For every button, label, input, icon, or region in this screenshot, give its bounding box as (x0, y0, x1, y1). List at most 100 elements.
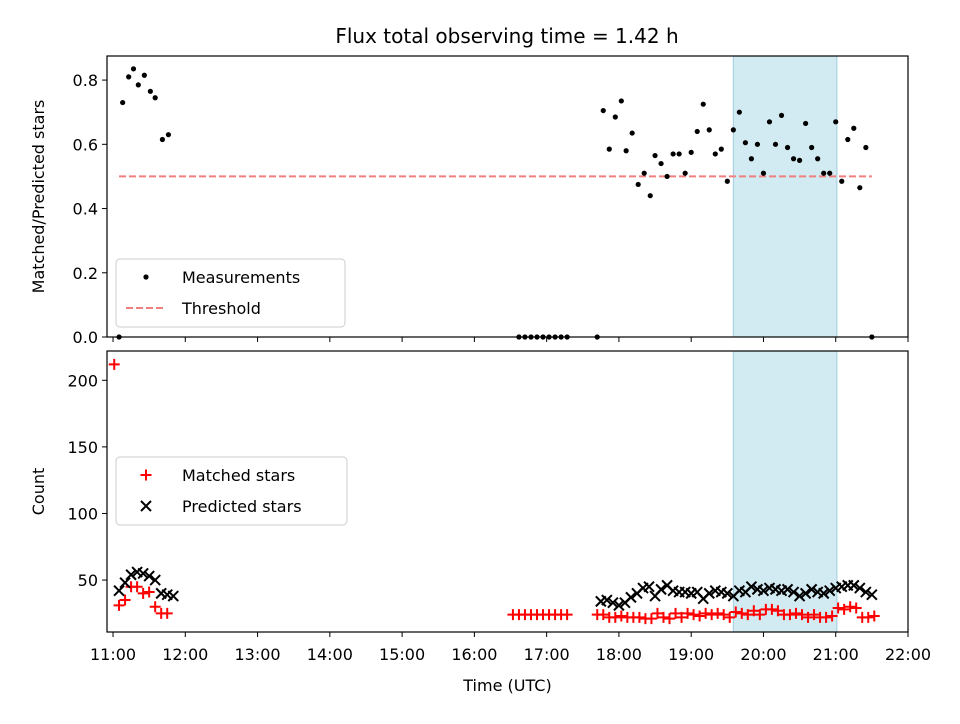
measurement-point (688, 149, 694, 155)
measurement-point (606, 146, 612, 152)
x-axis-label: Time (UTC) (462, 676, 551, 695)
legend-label: Predicted stars (182, 497, 302, 516)
y-tick-label: 0.0 (73, 328, 98, 347)
x-tick-label: 19:00 (668, 645, 714, 664)
measurement-point (796, 157, 803, 163)
matched-star-point (694, 610, 706, 622)
matched-star-point (844, 601, 856, 613)
legend-marker-matched (140, 469, 152, 481)
y-axis-label: Count (29, 468, 48, 516)
matched-star-point (131, 581, 143, 593)
matched-star-point (161, 607, 173, 619)
measurement-point (778, 112, 785, 119)
measurement-point (130, 66, 137, 72)
predicted-star-point (149, 574, 161, 586)
matched-star-point (790, 607, 802, 619)
matched-star-point (742, 609, 754, 621)
legend-marker-predicted (140, 500, 152, 512)
predicted-star-point (119, 577, 131, 589)
matched-star-point (796, 609, 808, 621)
matched-star-point (724, 611, 736, 623)
legend-label: Measurements (182, 268, 300, 287)
measurement-point (647, 193, 653, 199)
measurement-point (682, 170, 688, 176)
matched-star-point (832, 602, 844, 614)
measurement-point (839, 178, 845, 184)
measurement-point (845, 136, 851, 143)
measurement-point (815, 156, 821, 162)
measurement-point (857, 185, 863, 191)
measurement-point (126, 74, 132, 80)
measurement-point (612, 114, 618, 120)
matched-star-point (748, 605, 760, 617)
matched-star-point (820, 611, 832, 623)
predicted-star-point (793, 590, 806, 602)
legend-box (115, 258, 346, 328)
x-tick-label: 22:00 (885, 645, 931, 664)
measurement-point (712, 151, 718, 157)
matched-star-point (700, 607, 712, 619)
legend-label: Threshold (181, 299, 261, 318)
matched-star-point (862, 611, 874, 623)
y-tick-label: 0.4 (73, 200, 98, 219)
measurement-point (152, 95, 158, 101)
predicted-star-point (643, 581, 655, 593)
measurement-point (821, 170, 827, 176)
y-tick-label: 0.8 (73, 71, 98, 90)
matched-star-point (808, 609, 820, 621)
measurement-point (635, 181, 641, 188)
matched-star-point (802, 611, 814, 623)
matched-star-point (850, 602, 862, 614)
matched-star-point (688, 609, 700, 621)
legend: Measurements Threshold (115, 258, 346, 328)
measurement-point (165, 132, 172, 138)
x-tick-label: 18:00 (596, 645, 642, 664)
measurement-point (742, 140, 748, 146)
predicted-star-point (860, 586, 872, 598)
x-tick-label: 13:00 (235, 645, 281, 664)
measurement-point (760, 170, 767, 176)
measurement-point (851, 125, 857, 131)
x-tick-label: 17:00 (524, 645, 570, 664)
measurement-point (833, 119, 839, 125)
measurement-point (827, 170, 833, 176)
measurement-point (694, 128, 700, 135)
measurement-point (718, 146, 724, 152)
matched-star-point (597, 609, 609, 621)
measurement-point (863, 144, 869, 151)
matched-star-point (712, 607, 724, 619)
predicted-star-point (143, 570, 155, 582)
predicted-star-point (625, 591, 637, 604)
matched-star-point (676, 611, 688, 623)
matched-star-point (108, 358, 120, 370)
legend-label: Matched stars (182, 466, 295, 485)
predicted-star-point (607, 596, 619, 609)
highlight-band (732, 55, 838, 338)
predicted-star-point (137, 567, 149, 580)
matched-star-point (784, 609, 796, 621)
measurement-point (772, 141, 779, 147)
predicted-star-point (721, 587, 734, 600)
matched-star-point (718, 609, 730, 621)
matched-star-point (561, 609, 573, 621)
matched-star-point (730, 606, 742, 618)
measurement-point (147, 88, 153, 94)
predicted-star-point (703, 587, 715, 600)
x-tick-label: 14:00 (307, 645, 353, 664)
predicted-star-point (745, 581, 758, 593)
predicted-star-point (167, 590, 179, 602)
matched-star-point (682, 607, 694, 619)
measurement-point (670, 151, 676, 157)
predicted-star-point (823, 585, 836, 597)
axes-frame (106, 350, 909, 633)
measurement-point (664, 173, 670, 180)
matched-star-point (754, 609, 766, 621)
measurement-point (676, 151, 682, 157)
matched-star-point (868, 610, 880, 622)
predicted-star-point (817, 587, 830, 600)
y-tick-label: 150 (67, 438, 98, 457)
y-tick-label: 50 (78, 571, 98, 590)
measurement-point (623, 148, 629, 154)
matched-star-point (113, 599, 125, 611)
y-tick-label: 100 (67, 504, 98, 523)
